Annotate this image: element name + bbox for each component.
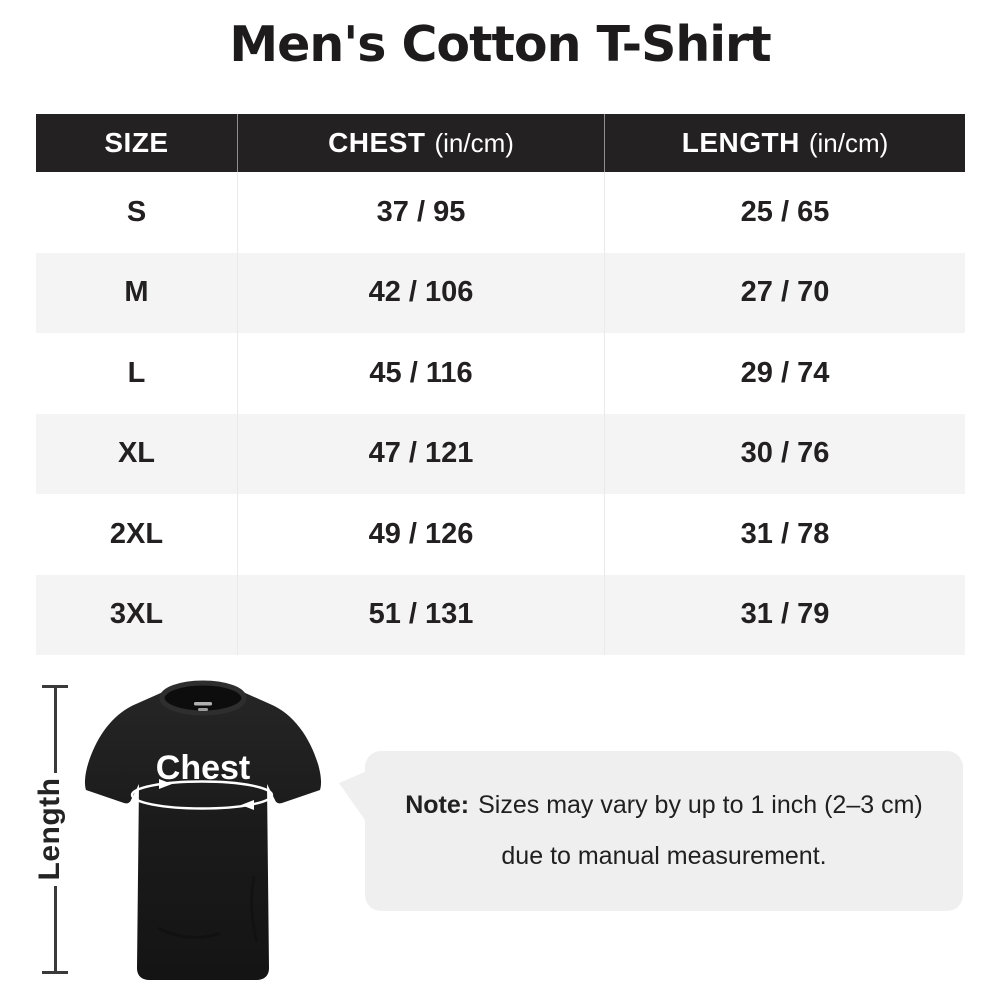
column-header-chest-label: CHEST	[328, 127, 426, 158]
size-cell: 3XL	[109, 598, 164, 631]
size-cell: L	[127, 356, 146, 389]
column-header-size: SIZE	[104, 127, 169, 158]
collar-tag	[198, 708, 208, 711]
note-text-line2: due to manual measurement.	[501, 842, 827, 870]
column-header-length-label: LENGTH	[681, 127, 800, 158]
table-row: L 45 / 116 29 / 74	[36, 333, 965, 414]
chest-cell: 37 / 95	[237, 172, 604, 253]
length-line-bottom-cap	[42, 971, 68, 974]
chest-arrowhead-right	[159, 779, 172, 789]
column-header-length: LENGTH (in/cm)	[604, 114, 965, 172]
table-row: 3XL 51 / 131 31 / 79	[36, 574, 965, 655]
size-cell: S	[126, 195, 147, 228]
tshirt-collar	[159, 680, 247, 716]
chest-cell: 45 / 116	[237, 333, 604, 414]
note-bubble-tail	[339, 771, 367, 823]
table-row: XL 47 / 121 30 / 76	[36, 413, 965, 494]
table-header-row: SIZE CHEST (in/cm) LENGTH (in/cm)	[36, 114, 965, 172]
chest-cell: 51 / 131	[237, 574, 604, 655]
length-line-bottom-segment	[54, 886, 57, 972]
length-cell: 29 / 74	[604, 333, 965, 414]
size-cell: XL	[117, 437, 156, 470]
note-text-line1: Note: Sizes may vary by up to 1 inch (2–3…	[405, 790, 923, 820]
chest-cell: 42 / 106	[237, 252, 604, 333]
length-cell: 31 / 78	[604, 494, 965, 575]
tshirt-wrinkle	[157, 926, 221, 939]
table-row: 2XL 49 / 126 31 / 78	[36, 494, 965, 575]
tshirt-body	[84, 686, 322, 980]
column-header-chest-unit: (in/cm)	[434, 127, 514, 158]
chest-cell: 49 / 126	[237, 494, 604, 575]
column-header-length-unit: (in/cm)	[808, 127, 889, 158]
size-cell: M	[124, 276, 149, 309]
chest-arrowhead-left	[241, 800, 254, 810]
tshirt-wrinkle	[250, 875, 259, 943]
length-cell: 25 / 65	[604, 172, 965, 253]
table-row: M 42 / 106 27 / 70	[36, 252, 965, 333]
length-line-top-cap	[42, 685, 68, 688]
table-row: S 37 / 95 25 / 65	[36, 172, 965, 253]
column-header-chest: CHEST (in/cm)	[237, 114, 604, 172]
note-bubble: Note: Sizes may vary by up to 1 inch (2–3…	[339, 751, 963, 911]
chest-cell: 47 / 121	[237, 413, 604, 494]
length-cell: 31 / 79	[604, 574, 965, 655]
chest-measure-ellipse	[130, 780, 274, 810]
length-line-top-segment	[54, 687, 57, 773]
size-cell: 2XL	[109, 517, 164, 550]
tshirt-image: Chest	[84, 680, 322, 980]
size-table: SIZE CHEST (in/cm) LENGTH (in/cm) S 37 /…	[36, 114, 965, 655]
note-label: Note:	[405, 790, 470, 819]
length-cell: 27 / 70	[604, 252, 965, 333]
page-title: Men's Cotton T-Shirt	[229, 16, 771, 73]
collar-tag	[194, 702, 212, 706]
length-cell: 30 / 76	[604, 413, 965, 494]
note-text: Sizes may vary by up to 1 inch (2–3 cm)	[478, 790, 923, 819]
